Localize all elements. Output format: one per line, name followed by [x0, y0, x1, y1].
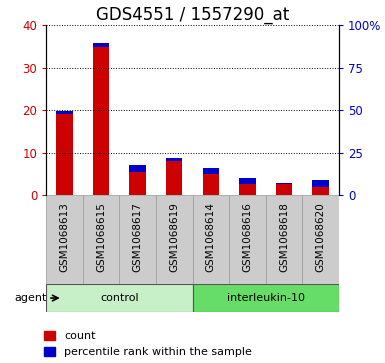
- Text: GSM1068617: GSM1068617: [133, 202, 142, 272]
- FancyBboxPatch shape: [266, 195, 302, 284]
- Bar: [129, 164, 146, 172]
- FancyBboxPatch shape: [119, 195, 156, 284]
- Bar: [203, 174, 219, 195]
- FancyBboxPatch shape: [229, 195, 266, 284]
- Bar: [203, 168, 219, 174]
- FancyBboxPatch shape: [83, 195, 119, 284]
- FancyBboxPatch shape: [46, 195, 83, 284]
- FancyBboxPatch shape: [192, 285, 339, 311]
- Bar: [56, 111, 73, 114]
- Bar: [166, 161, 182, 195]
- Title: GDS4551 / 1557290_at: GDS4551 / 1557290_at: [96, 6, 289, 24]
- Bar: [312, 187, 329, 195]
- Bar: [93, 46, 109, 195]
- Text: GSM1068618: GSM1068618: [279, 202, 289, 272]
- Bar: [56, 114, 73, 195]
- Bar: [239, 178, 256, 184]
- Text: control: control: [100, 293, 139, 303]
- FancyBboxPatch shape: [46, 285, 192, 311]
- Text: GSM1068614: GSM1068614: [206, 202, 216, 272]
- Text: GSM1068613: GSM1068613: [60, 202, 69, 272]
- FancyBboxPatch shape: [302, 195, 339, 284]
- Bar: [276, 184, 292, 195]
- Bar: [312, 180, 329, 187]
- Bar: [239, 184, 256, 195]
- Text: GSM1068620: GSM1068620: [316, 202, 325, 272]
- Text: interleukin-10: interleukin-10: [227, 293, 305, 303]
- FancyBboxPatch shape: [192, 195, 229, 284]
- FancyBboxPatch shape: [156, 195, 192, 284]
- Legend: count, percentile rank within the sample: count, percentile rank within the sample: [44, 331, 252, 358]
- Bar: [93, 43, 109, 46]
- Bar: [276, 183, 292, 184]
- Text: agent: agent: [15, 293, 47, 303]
- Bar: [166, 158, 182, 161]
- Text: GSM1068616: GSM1068616: [243, 202, 252, 272]
- Bar: [129, 172, 146, 195]
- Text: GSM1068619: GSM1068619: [169, 202, 179, 272]
- Text: GSM1068615: GSM1068615: [96, 202, 106, 272]
